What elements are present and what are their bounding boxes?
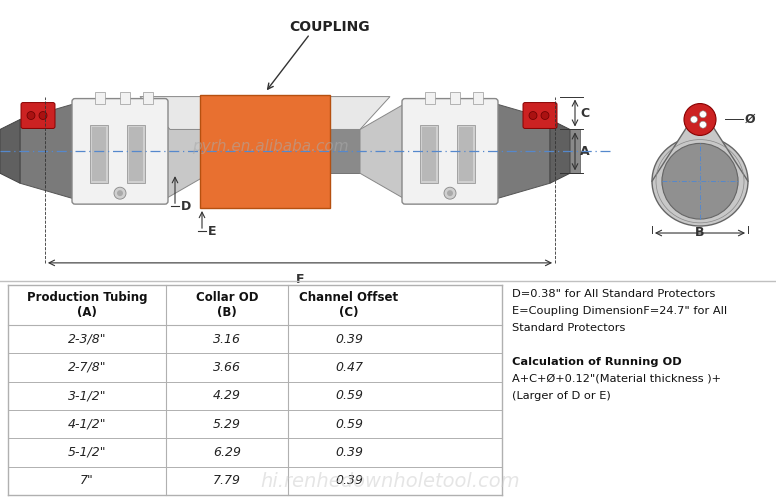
Text: 5-1/2": 5-1/2" bbox=[68, 446, 106, 459]
Bar bbox=[143, 91, 153, 103]
Text: 0.59: 0.59 bbox=[335, 417, 363, 430]
Bar bbox=[473, 91, 483, 103]
Text: 3-1/2": 3-1/2" bbox=[68, 389, 106, 402]
FancyBboxPatch shape bbox=[72, 98, 168, 204]
Circle shape bbox=[447, 190, 453, 196]
Polygon shape bbox=[652, 106, 748, 181]
Text: 4.29: 4.29 bbox=[213, 389, 241, 402]
Text: 6.29: 6.29 bbox=[213, 446, 241, 459]
Text: 7": 7" bbox=[80, 474, 94, 488]
Text: 5.29: 5.29 bbox=[213, 417, 241, 430]
Bar bbox=[450, 91, 460, 103]
Text: 2-3/8": 2-3/8" bbox=[68, 332, 106, 345]
Text: hi.renhedownholetool.com: hi.renhedownholetool.com bbox=[260, 472, 520, 491]
Text: Standard Protectors: Standard Protectors bbox=[512, 323, 625, 333]
Circle shape bbox=[691, 116, 698, 123]
Bar bbox=[127, 125, 145, 183]
Bar bbox=[0, 129, 580, 173]
Polygon shape bbox=[140, 96, 390, 129]
Circle shape bbox=[699, 111, 706, 118]
Text: (Larger of D or E): (Larger of D or E) bbox=[512, 391, 611, 401]
Text: Calculation of Running OD: Calculation of Running OD bbox=[512, 357, 682, 367]
Bar bbox=[420, 125, 438, 183]
Text: F: F bbox=[296, 273, 304, 286]
FancyBboxPatch shape bbox=[21, 102, 55, 128]
Text: 0.39: 0.39 bbox=[335, 474, 363, 488]
FancyBboxPatch shape bbox=[523, 102, 557, 128]
Bar bbox=[92, 127, 106, 181]
Bar bbox=[457, 125, 475, 183]
Text: 0.39: 0.39 bbox=[335, 332, 363, 345]
Circle shape bbox=[114, 187, 126, 199]
Text: D=0.38" for All Standard Protectors: D=0.38" for All Standard Protectors bbox=[512, 289, 715, 299]
Circle shape bbox=[541, 111, 549, 119]
Bar bbox=[459, 127, 473, 181]
Ellipse shape bbox=[652, 136, 748, 226]
Text: 0.39: 0.39 bbox=[335, 446, 363, 459]
Circle shape bbox=[662, 144, 738, 219]
Bar bbox=[425, 91, 435, 103]
Text: E: E bbox=[208, 225, 217, 238]
Text: COUPLING: COUPLING bbox=[289, 20, 370, 34]
Circle shape bbox=[27, 111, 35, 119]
Text: D: D bbox=[181, 200, 191, 213]
Bar bbox=[120, 91, 130, 103]
Circle shape bbox=[699, 121, 706, 128]
Text: Channel Offset
(C): Channel Offset (C) bbox=[300, 291, 399, 319]
Text: A+C+Ø+0.12"(Material thickness )+: A+C+Ø+0.12"(Material thickness )+ bbox=[512, 374, 721, 384]
Text: E=Coupling DimensionF=24.7" for All: E=Coupling DimensionF=24.7" for All bbox=[512, 306, 727, 316]
Bar bbox=[129, 127, 143, 181]
Polygon shape bbox=[495, 103, 550, 199]
Polygon shape bbox=[0, 119, 20, 183]
Text: 0.47: 0.47 bbox=[335, 361, 363, 374]
Text: 3.66: 3.66 bbox=[213, 361, 241, 374]
Polygon shape bbox=[165, 103, 210, 199]
Text: C: C bbox=[580, 106, 589, 119]
Text: Ø: Ø bbox=[745, 113, 756, 126]
Text: Collar OD
(B): Collar OD (B) bbox=[196, 291, 258, 319]
Text: 3.16: 3.16 bbox=[213, 332, 241, 345]
Text: A: A bbox=[580, 145, 590, 158]
Text: 7.79: 7.79 bbox=[213, 474, 241, 488]
Circle shape bbox=[684, 103, 716, 135]
Bar bbox=[95, 91, 105, 103]
Bar bbox=[200, 94, 330, 208]
Text: pyrh.en.alibaba.com: pyrh.en.alibaba.com bbox=[192, 139, 348, 154]
Polygon shape bbox=[20, 103, 75, 199]
Circle shape bbox=[39, 111, 47, 119]
Polygon shape bbox=[550, 119, 570, 183]
Circle shape bbox=[444, 187, 456, 199]
Text: 0.59: 0.59 bbox=[335, 389, 363, 402]
Circle shape bbox=[529, 111, 537, 119]
FancyBboxPatch shape bbox=[402, 98, 498, 204]
Text: 2-7/8": 2-7/8" bbox=[68, 361, 106, 374]
Text: 4-1/2": 4-1/2" bbox=[68, 417, 106, 430]
Text: Production Tubing
(A): Production Tubing (A) bbox=[26, 291, 147, 319]
Bar bbox=[90, 125, 108, 183]
Text: B: B bbox=[695, 226, 705, 239]
Circle shape bbox=[117, 190, 123, 196]
Polygon shape bbox=[360, 103, 405, 199]
Bar bbox=[422, 127, 436, 181]
